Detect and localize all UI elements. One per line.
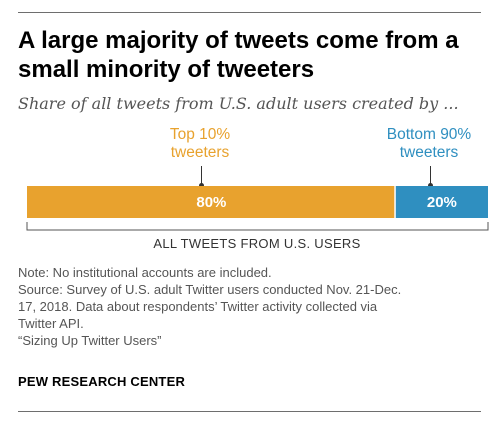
axis-caption: ALL TWEETS FROM U.S. USERS xyxy=(153,236,361,251)
callout-bottom-90: Bottom 90% tweeters xyxy=(374,126,484,162)
brand-label: PEW RESEARCH CENTER xyxy=(18,374,186,389)
callout-bottom-90-leader xyxy=(430,166,431,186)
bar-segment-0 xyxy=(27,186,395,218)
callout-bottom-90-dot xyxy=(428,183,433,188)
bottom-rule xyxy=(18,411,481,412)
callout-top-10-line2: tweeters xyxy=(170,144,230,161)
callout-bottom-90-line1: Bottom 90% xyxy=(386,126,472,143)
source-line-2: 17, 2018. Data about respondents’ Twitte… xyxy=(18,299,378,314)
callout-top-10-leader xyxy=(201,166,202,186)
source-line-1: Source: Survey of U.S. adult Twitter use… xyxy=(18,282,402,297)
note-text: Note: No institutional accounts are incl… xyxy=(18,265,272,280)
bar-value-label-1: 20% xyxy=(427,194,457,211)
title-line-1: A large majority of tweets come from a xyxy=(18,27,459,54)
source-line-3: Twitter API. xyxy=(18,316,84,331)
callout-top-10-dot xyxy=(199,183,204,188)
title-line-2: small minority of tweeters xyxy=(18,56,315,83)
bar-segment-1 xyxy=(395,186,488,218)
chart-title: A large majority of tweets come from a s… xyxy=(18,26,478,84)
report-title: “Sizing Up Twitter Users” xyxy=(18,333,162,348)
callout-top-10-line1: Top 10% xyxy=(169,126,231,143)
top-rule xyxy=(18,12,481,13)
axis-bracket xyxy=(26,222,489,231)
callout-top-10: Top 10% tweeters xyxy=(145,126,255,162)
bar-value-label-0: 80% xyxy=(196,194,226,211)
chart-subtitle: Share of all tweets from U.S. adult user… xyxy=(18,94,459,113)
callout-bottom-90-line2: tweeters xyxy=(399,144,459,161)
notes-block: Note: No institutional accounts are incl… xyxy=(18,264,488,349)
